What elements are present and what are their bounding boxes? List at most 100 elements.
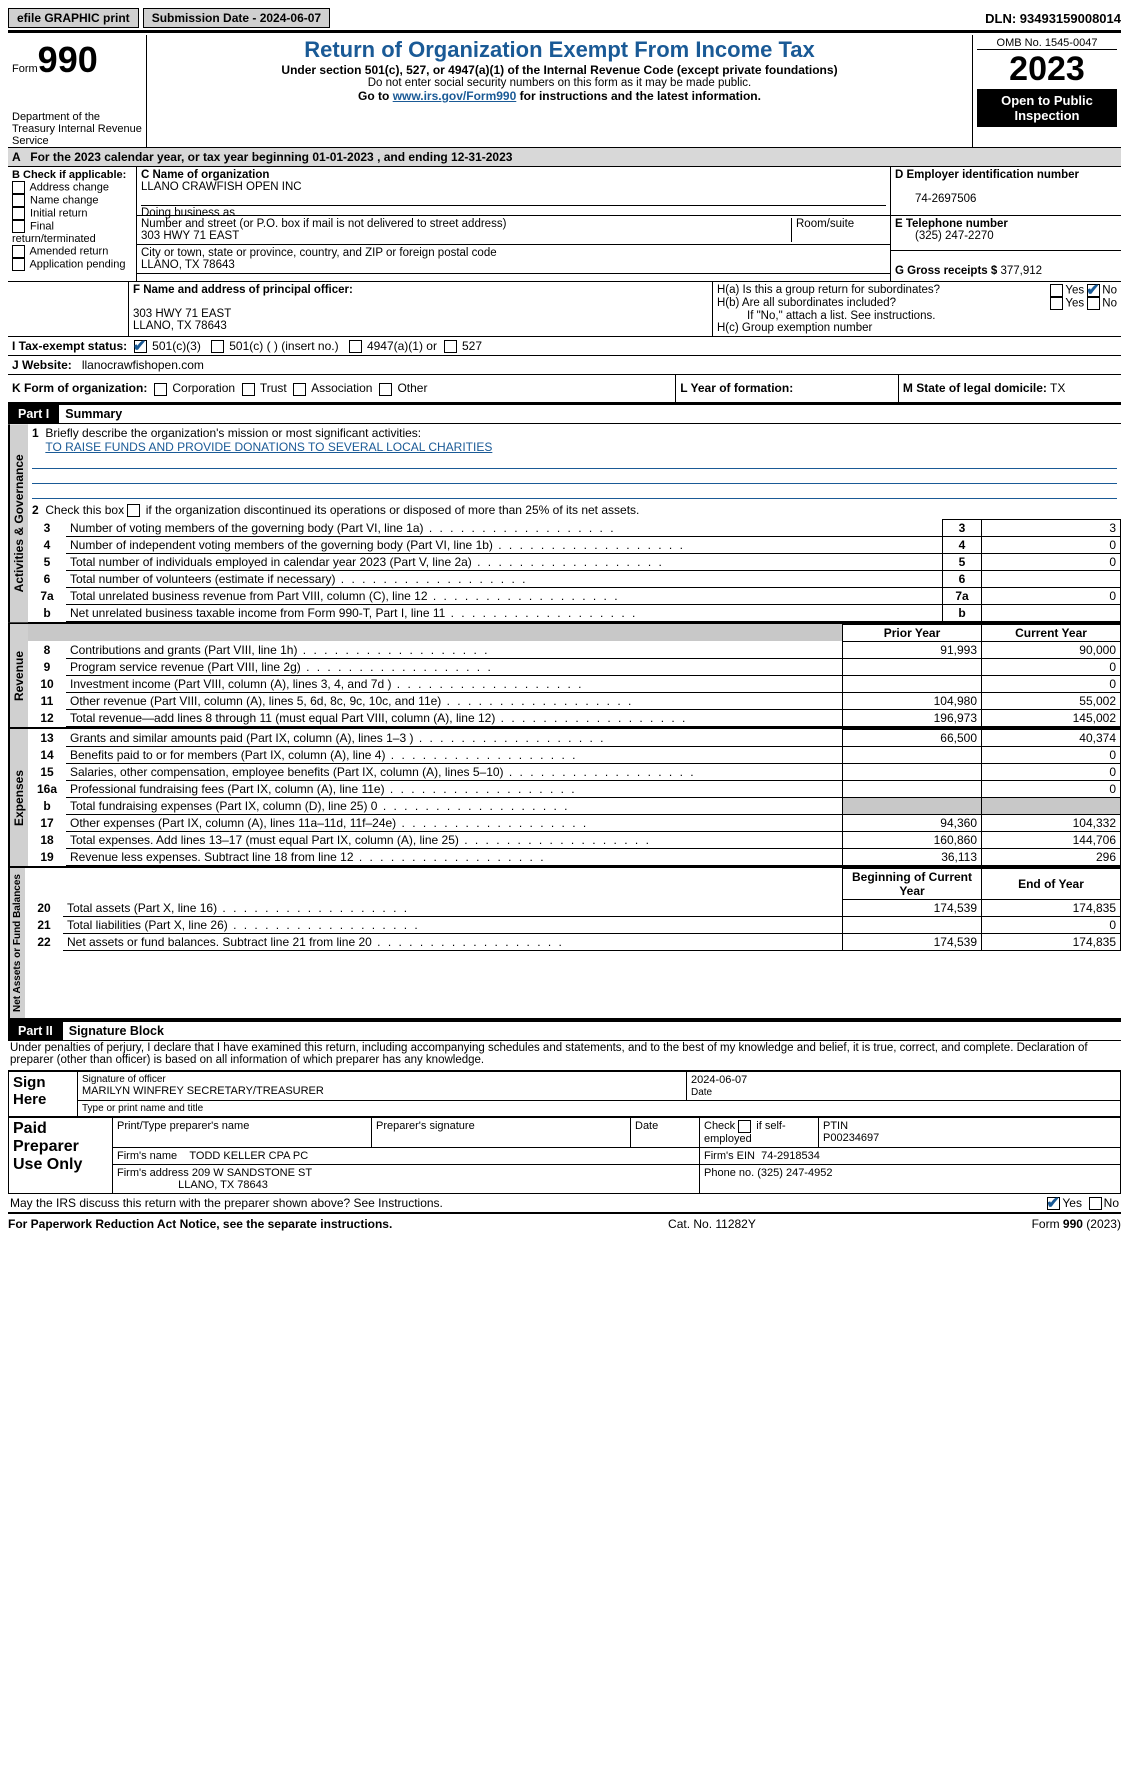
part2-num: Part II	[8, 1022, 63, 1040]
hb-yes[interactable]	[1050, 297, 1063, 310]
orgform-check[interactable]	[242, 383, 255, 396]
box-c-name: C Name of organization LLANO CRAWFISH OP…	[137, 167, 890, 216]
firm-ein: 74-2918534	[761, 1150, 820, 1162]
527-check[interactable]	[444, 340, 457, 353]
boxb-check[interactable]	[12, 220, 25, 233]
boxb-item: Amended return	[12, 245, 132, 258]
discuss-text: May the IRS discuss this return with the…	[10, 1196, 443, 1210]
tax-period: A For the 2023 calendar year, or tax yea…	[8, 147, 1121, 167]
box-b: B Check if applicable: Address change Na…	[8, 167, 137, 281]
form-header: Form990 Department of the Treasury Inter…	[8, 35, 1121, 147]
501c-check[interactable]	[211, 340, 224, 353]
discuss-no[interactable]	[1089, 1197, 1102, 1210]
officer-name: MARILYN WINFREY SECRETARY/TREASURER	[82, 1085, 324, 1097]
website-label: J Website:	[12, 358, 72, 372]
boxb-item: Address change	[12, 181, 132, 194]
line2-text: Check this box if the organization disco…	[45, 503, 639, 517]
domicile-val: TX	[1050, 381, 1065, 395]
name-label: C Name of organization	[141, 169, 269, 181]
firm-phone-label: Phone no.	[704, 1167, 754, 1179]
officer-label: F Name and address of principal officer:	[133, 284, 353, 296]
h-a: H(a) Is this a group return for subordin…	[717, 284, 1050, 297]
part2-title: Signature Block	[63, 1022, 170, 1040]
boxb-check[interactable]	[12, 181, 25, 194]
street-val: 303 HWY 71 EAST	[141, 230, 239, 242]
exempt-label: I Tax-exempt status:	[12, 339, 127, 353]
submission-date: Submission Date - 2024-06-07	[143, 8, 330, 28]
sig-date: 2024-06-07	[691, 1074, 747, 1086]
firm-addr2: LLANO, TX 78643	[178, 1179, 268, 1191]
firm-ein-label: Firm's EIN	[704, 1150, 755, 1162]
declaration: Under penalties of perjury, I declare th…	[8, 1041, 1121, 1070]
gross-val: 377,912	[1000, 265, 1042, 277]
form-word: Form	[12, 63, 38, 75]
orgform-check[interactable]	[379, 383, 392, 396]
boxb-item: Final return/terminated	[12, 220, 132, 245]
4947-check[interactable]	[349, 340, 362, 353]
phone-label: E Telephone number	[895, 218, 1008, 230]
org-name: LLANO CRAWFISH OPEN INC	[141, 181, 302, 193]
boxb-item: Initial return	[12, 207, 132, 220]
hb-no[interactable]	[1087, 297, 1100, 310]
city-label: City or town, state or province, country…	[141, 247, 497, 259]
orgform-check[interactable]	[154, 383, 167, 396]
goto-text: Go to	[358, 89, 393, 103]
irs-link[interactable]: www.irs.gov/Form990	[393, 89, 517, 103]
box-b-label: B Check if applicable:	[12, 169, 132, 181]
ha-yes[interactable]	[1050, 284, 1063, 297]
boxb-check[interactable]	[12, 207, 25, 220]
form-title: Return of Organization Exempt From Incom…	[153, 37, 966, 63]
firm-name: TODD KELLER CPA PC	[189, 1150, 308, 1162]
sign-here: Sign Here	[9, 1071, 78, 1117]
date-label: Date	[691, 1087, 712, 1098]
sig-label: Signature of officer	[82, 1074, 682, 1085]
domicile-label: M State of legal domicile:	[903, 381, 1047, 395]
discuss-yes[interactable]	[1047, 1197, 1060, 1210]
ha-no[interactable]	[1087, 284, 1100, 297]
tab-revenue: Revenue	[8, 624, 28, 727]
h-note: If "No," attach a list. See instructions…	[717, 310, 1117, 322]
discontinued-check[interactable]	[127, 504, 140, 517]
form-org-label: K Form of organization:	[12, 381, 147, 395]
dln: DLN: 93493159008014	[985, 11, 1121, 26]
boxb-check[interactable]	[12, 245, 25, 258]
ein-val: 74-2697506	[895, 193, 976, 205]
part1-num: Part I	[8, 405, 59, 423]
firm-addr1: 209 W SANDSTONE ST	[192, 1167, 312, 1179]
phone-val: (325) 247-2270	[895, 230, 994, 242]
efile-button[interactable]: efile GRAPHIC print	[8, 8, 139, 28]
boxb-check[interactable]	[12, 194, 25, 207]
goto-suffix: for instructions and the latest informat…	[516, 89, 761, 103]
orgform-check[interactable]	[293, 383, 306, 396]
h-c: H(c) Group exemption number	[717, 322, 1117, 334]
top-bar: efile GRAPHIC print Submission Date - 20…	[8, 8, 1121, 28]
website-val: llanocrawfishopen.com	[82, 358, 204, 372]
boxb-item: Application pending	[12, 258, 132, 271]
paid-preparer: Paid Preparer Use Only	[9, 1118, 113, 1194]
form-number: 990	[38, 39, 98, 80]
self-emp-check[interactable]	[738, 1120, 751, 1133]
prep-name-label: Print/Type preparer's name	[113, 1118, 372, 1148]
ssn-note: Do not enter social security numbers on …	[153, 77, 966, 89]
city-val: LLANO, TX 78643	[141, 259, 235, 271]
self-emp: Check if self-employed	[704, 1120, 786, 1145]
h-b: H(b) Are all subordinates included?	[717, 297, 1050, 310]
dept-treasury: Department of the Treasury Internal Reve…	[12, 111, 142, 147]
part2-header: Part II Signature Block	[8, 1020, 1121, 1041]
room-label: Room/suite	[791, 218, 886, 242]
ptin-label: PTIN	[823, 1120, 848, 1132]
501c3-check[interactable]	[134, 340, 147, 353]
boxb-check[interactable]	[12, 258, 25, 271]
footer-right: Form 990 (2023)	[1032, 1217, 1121, 1231]
year-formation: L Year of formation:	[680, 381, 793, 395]
ein-label: D Employer identification number	[895, 169, 1079, 181]
name-title-label: Type or print name and title	[78, 1101, 1121, 1117]
open-inspection: Open to Public Inspection	[977, 89, 1117, 127]
street-label: Number and street (or P.O. box if mail i…	[141, 218, 506, 230]
part1-header: Part I Summary	[8, 403, 1121, 424]
firm-addr-label: Firm's address	[117, 1167, 189, 1179]
prep-date-label: Date	[631, 1118, 700, 1148]
gross-label: G Gross receipts $	[895, 265, 997, 277]
firm-phone: (325) 247-4952	[757, 1167, 832, 1179]
tax-year: 2023	[977, 50, 1117, 89]
